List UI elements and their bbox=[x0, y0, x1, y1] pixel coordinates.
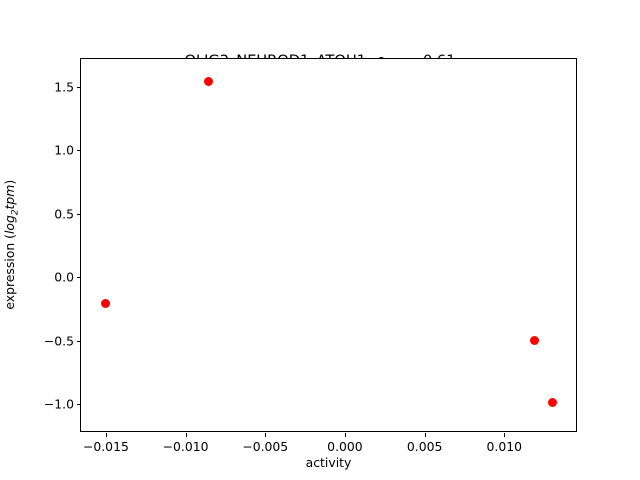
y-axis-label-math: log2tpm bbox=[2, 184, 20, 235]
y-tick-label: −1.0 bbox=[43, 396, 74, 412]
y-axis-label: expression (log2tpm) bbox=[2, 58, 24, 432]
y-tick-mark bbox=[77, 277, 81, 279]
data-point bbox=[529, 336, 539, 345]
y-tick-mark bbox=[77, 213, 81, 215]
x-tick-mark bbox=[424, 433, 426, 437]
plot-axes-frame: −0.015 −0.010 −0.005 0.000 0.005 0.010 1.5 1.0… bbox=[44, 58, 577, 454]
data-point bbox=[547, 398, 557, 408]
x-tick-label: −0.005 bbox=[242, 439, 289, 454]
data-point bbox=[101, 299, 111, 309]
x-tick-label: 0.005 bbox=[406, 439, 443, 454]
y-tick-label: 0.5 bbox=[54, 206, 74, 222]
plot-data-area bbox=[81, 59, 576, 431]
y-tick-label: 0.0 bbox=[54, 269, 74, 285]
x-tick-mark bbox=[504, 433, 506, 437]
x-tick-label: 0.000 bbox=[327, 439, 363, 454]
y-tick-mark bbox=[77, 86, 81, 88]
y-tick-mark bbox=[77, 150, 81, 152]
y-tick-mark bbox=[77, 403, 81, 405]
x-axis-label: activity bbox=[305, 455, 352, 470]
data-point bbox=[204, 77, 214, 87]
x-tick-label: 0.010 bbox=[486, 439, 523, 454]
x-tick-label: −0.010 bbox=[162, 439, 209, 454]
y-axis-label-prefix: expression ( bbox=[2, 234, 18, 310]
x-tick-mark bbox=[265, 433, 267, 437]
y-tick-mark bbox=[77, 340, 81, 342]
y-axis-label-tpm: tpm bbox=[2, 184, 18, 210]
y-tick-label: 1.5 bbox=[54, 79, 74, 95]
x-tick-label: −0.015 bbox=[82, 439, 129, 454]
y-axis-label-text: expression (log2tpm) bbox=[2, 180, 23, 310]
x-tick-mark bbox=[185, 433, 187, 437]
y-tick-label: 1.0 bbox=[54, 142, 74, 158]
y-axis-label-suffix: ) bbox=[2, 180, 18, 185]
y-tick-label: −0.5 bbox=[43, 333, 74, 348]
y-axis-label-log: log bbox=[2, 215, 18, 235]
x-tick-mark bbox=[105, 433, 107, 437]
y-axis-label-subscript: 2 bbox=[10, 209, 21, 216]
x-tick-mark bbox=[344, 433, 346, 437]
